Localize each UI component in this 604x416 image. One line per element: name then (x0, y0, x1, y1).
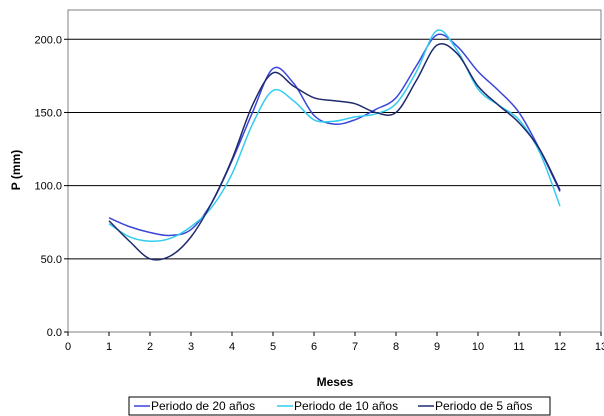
x-tick-label: 2 (147, 341, 153, 353)
x-tick-label: 5 (270, 341, 276, 353)
x-tick-label: 1 (106, 341, 112, 353)
y-tick-label: 0.0 (47, 327, 62, 339)
x-tick-label: 10 (472, 341, 484, 353)
x-tick-label: 6 (311, 341, 317, 353)
series-line-1 (108, 33, 561, 237)
y-axis-title: P (mm) (9, 150, 23, 190)
series-line-3 (108, 42, 561, 261)
x-axis-ticks: 012345678910111213 (65, 332, 604, 353)
y-tick-label: 100.0 (34, 181, 62, 193)
x-tick-label: 0 (65, 341, 71, 353)
series-line-2 (108, 29, 561, 243)
plot-area (67, 9, 602, 333)
x-tick-label: 3 (188, 341, 194, 353)
y-axis-ticks: 0.0 50.0 100.0 150.0 200.0 (34, 34, 68, 339)
legend: Periodo de 20 años Periodo de 10 años Peri… (128, 396, 551, 416)
x-axis-title: Meses (317, 375, 354, 389)
legend-label-1: Periodo de 20 años (151, 399, 255, 413)
y-tick-label: 50.0 (41, 254, 62, 266)
x-tick-label: 12 (554, 341, 566, 353)
x-tick-label: 11 (513, 341, 524, 353)
x-tick-label: 7 (352, 341, 358, 353)
legend-label-3: Periodo de 5 años (435, 399, 532, 413)
x-tick-label: 8 (393, 341, 399, 353)
x-tick-label: 4 (229, 341, 235, 353)
x-tick-label: 9 (434, 341, 440, 353)
y-tick-label: 150.0 (34, 107, 62, 119)
legend-label-2: Periodo de 10 años (294, 399, 398, 413)
x-tick-label: 13 (595, 341, 604, 353)
gridlines (68, 38, 601, 260)
legend-box (128, 396, 551, 416)
series-lines (108, 29, 561, 261)
y-tick-label: 200.0 (34, 34, 62, 46)
